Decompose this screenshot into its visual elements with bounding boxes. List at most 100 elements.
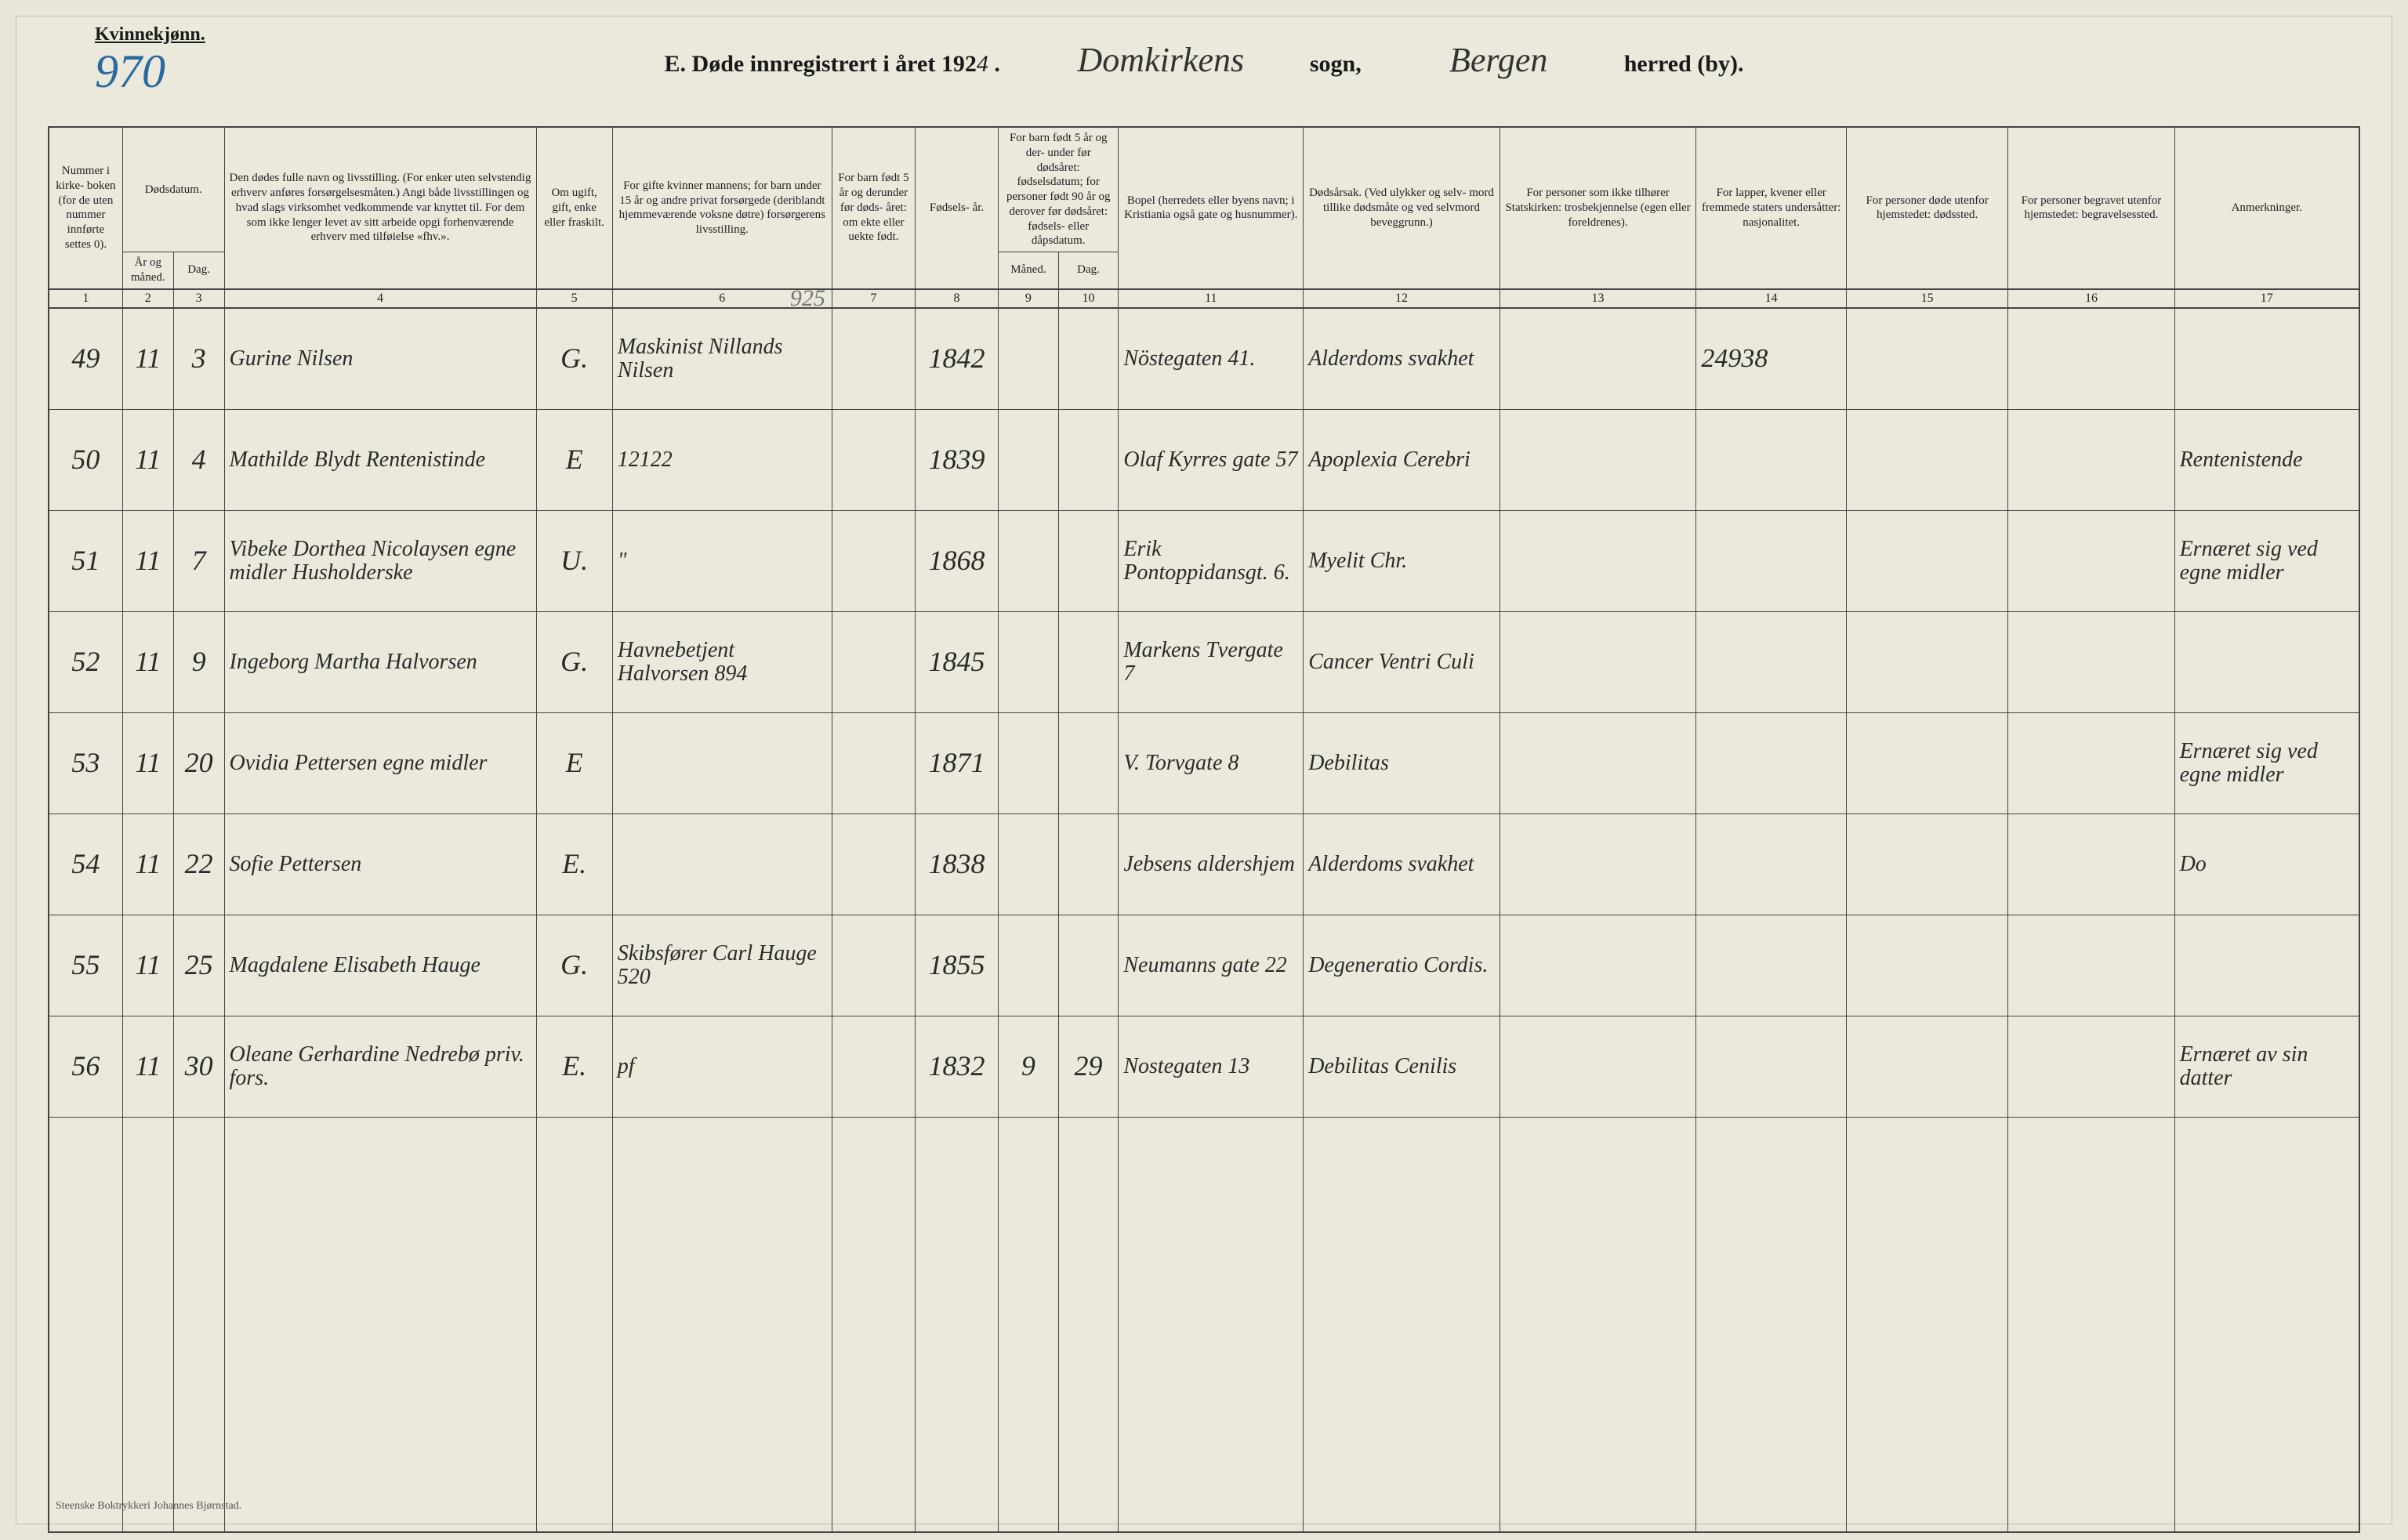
cell-c5: G. (536, 308, 612, 410)
cell-c7 (832, 813, 915, 915)
cell-c14: 24938 (1696, 308, 1847, 410)
cell-c8: 1868 (915, 510, 998, 611)
cell-c1: 54 (49, 813, 122, 915)
cell-c6: pf (612, 1016, 832, 1117)
cell-c9a (999, 510, 1059, 611)
cell-c15 (1846, 409, 2007, 510)
cell-c2b: 20 (173, 712, 224, 813)
table-row: 551125Magdalene Elisabeth HaugeG.Skibsfø… (49, 915, 2359, 1016)
cell-c1: 53 (49, 712, 122, 813)
cell-c8: 1871 (915, 712, 998, 813)
coln-16: 16 (2008, 289, 2174, 308)
h-c13: For personer som ikke tilhører Statskirk… (1500, 127, 1696, 289)
cell-c2a: 11 (122, 409, 173, 510)
h-c14: For lapper, kvener eller fremmede stater… (1696, 127, 1847, 289)
cell-c7 (832, 611, 915, 712)
cell-c5: G. (536, 915, 612, 1016)
coln-6-num: 6 (719, 292, 725, 305)
cell-c4: Sofie Pettersen (224, 813, 536, 915)
coln-7: 7 (832, 289, 915, 308)
cell-c15 (1846, 915, 2007, 1016)
coln-6: 6 925 (612, 289, 832, 308)
cell-c17: Ernæret sig ved egne midler (2174, 510, 2359, 611)
cell-c7 (832, 510, 915, 611)
herred-label: herred (by). (1624, 51, 1744, 77)
cell-c17 (2174, 915, 2359, 1016)
cell-c2b: 22 (173, 813, 224, 915)
cell-c7 (832, 308, 915, 410)
cell-c2b: 7 (173, 510, 224, 611)
coln-15: 15 (1846, 289, 2007, 308)
cell-c16 (2008, 510, 2174, 611)
cell-c9a (999, 409, 1059, 510)
h-c9a: Måned. (999, 252, 1059, 289)
cell-c15 (1846, 813, 2007, 915)
cell-c2b: 9 (173, 611, 224, 712)
h-c17: Anmerkninger. (2174, 127, 2359, 289)
cell-c2a: 11 (122, 510, 173, 611)
cell-c17 (2174, 308, 2359, 410)
herred-value: Bergen (1397, 40, 1601, 80)
cell-c14 (1696, 915, 1847, 1016)
cell-c14 (1696, 1016, 1847, 1117)
cell-c13 (1500, 510, 1696, 611)
coln-10: 10 (1058, 289, 1119, 308)
cell-c9b (1058, 409, 1119, 510)
coln-8: 8 (915, 289, 998, 308)
cell-c2a: 11 (122, 308, 173, 410)
cell-c4: Magdalene Elisabeth Hauge (224, 915, 536, 1016)
cell-c1: 55 (49, 915, 122, 1016)
h-c16: For personer begravet utenfor hjemstedet… (2008, 127, 2174, 289)
cell-c5: G. (536, 611, 612, 712)
cell-c8: 1838 (915, 813, 998, 915)
cell-c4: Ingeborg Martha Halvorsen (224, 611, 536, 712)
h-c9b: Dag. (1058, 252, 1119, 289)
cell-c6 (612, 712, 832, 813)
cell-c1: 51 (49, 510, 122, 611)
coln-1: 1 (49, 289, 122, 308)
cell-c6: Havnebetjent Halvorsen 894 (612, 611, 832, 712)
ledger-page: Kvinnekjønn. 970 E. Døde innregistrert i… (16, 16, 2392, 1524)
cell-c12: Debilitas Cenilis (1304, 1016, 1500, 1117)
cell-c6: 12122 (612, 409, 832, 510)
title-year-suffix: 4 (977, 51, 988, 77)
cell-c12: Degeneratio Cordis. (1304, 915, 1500, 1016)
cell-c11: Jebsens aldershjem (1119, 813, 1304, 915)
coln-17: 17 (2174, 289, 2359, 308)
h-c12: Dødsårsak. (Ved ulykker og selv- mord ti… (1304, 127, 1500, 289)
cell-c8: 1845 (915, 611, 998, 712)
cell-c2a: 11 (122, 915, 173, 1016)
cell-c7 (832, 915, 915, 1016)
coln-3: 3 (173, 289, 224, 308)
title-period: . (988, 51, 1000, 77)
cell-c11: Markens Tvergate 7 (1119, 611, 1304, 712)
cell-c12: Alderdoms svakhet (1304, 308, 1500, 410)
cell-c7 (832, 409, 915, 510)
table-row: 541122Sofie PettersenE.1838Jebsens alder… (49, 813, 2359, 915)
coln-5: 5 (536, 289, 612, 308)
table-head: Nummer i kirke- boken (for de uten numme… (49, 127, 2359, 308)
cell-c2b: 3 (173, 308, 224, 410)
table-row: 49113Gurine NilsenG.Maskinist Nillands N… (49, 308, 2359, 410)
coln-6-written: 925 (790, 289, 825, 308)
cell-c4: Oleane Gerhardine Nedrebø priv. fors. (224, 1016, 536, 1117)
cell-c12: Apoplexia Cerebri (1304, 409, 1500, 510)
cell-c1: 56 (49, 1016, 122, 1117)
coln-11: 11 (1119, 289, 1304, 308)
cell-c9a (999, 813, 1059, 915)
cell-c2a: 11 (122, 1016, 173, 1117)
cell-c9a: 9 (999, 1016, 1059, 1117)
cell-c6: Maskinist Nillands Nilsen (612, 308, 832, 410)
cell-c11: Nöstegaten 41. (1119, 308, 1304, 410)
cell-c17: Do (2174, 813, 2359, 915)
coln-13: 13 (1500, 289, 1696, 308)
cell-c16 (2008, 409, 2174, 510)
h-c6: For gifte kvinner mannens; for barn unde… (612, 127, 832, 289)
cell-c16 (2008, 1016, 2174, 1117)
cell-c2b: 30 (173, 1016, 224, 1117)
coln-2: 2 (122, 289, 173, 308)
coln-9: 9 (999, 289, 1059, 308)
table-body: 49113Gurine NilsenG.Maskinist Nillands N… (49, 308, 2359, 1118)
printer-credit: Steenske Boktrykkeri Johannes Bjørnstad. (56, 1500, 241, 1513)
cell-c4: Vibeke Dorthea Nicolaysen egne midler Hu… (224, 510, 536, 611)
